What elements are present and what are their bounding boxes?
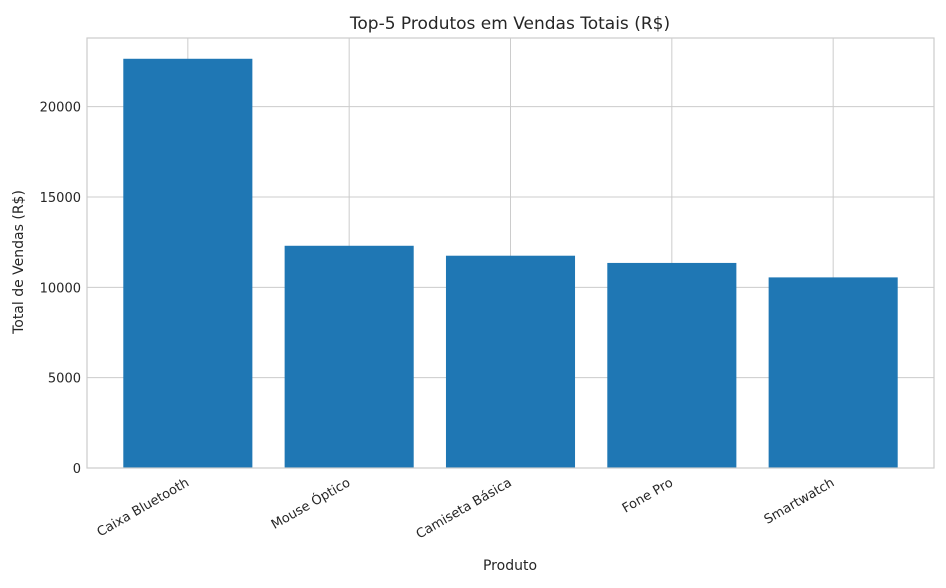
plot-area: 0 5000 10000 15000 20000 Caixa Bluetooth Mouse… [40,37,935,542]
bar-4 [607,262,737,468]
bar-3 [445,255,576,468]
y-tick-label: 0 [73,462,81,477]
bar-2 [284,245,414,468]
x-axis-label: Produto [483,558,537,574]
bar-1 [123,58,253,468]
x-tick-label: Mouse Óptico [268,475,353,533]
y-tick-label: 15000 [40,191,81,206]
y-tick-label: 10000 [40,281,81,296]
x-tick-label: Fone Pro [620,475,676,516]
plot-frame [86,37,935,469]
y-axis-label: Total de Vendas (R$) [11,190,27,335]
x-tick-label: Camiseta Básica [414,475,515,542]
bar-5 [768,277,898,468]
y-tick-label: 20000 [40,101,81,116]
x-tick-label: Smartwatch [762,475,837,527]
y-tick-label: 5000 [48,372,81,387]
chart-title: Top-5 Produtos em Vendas Totais (R$) [349,14,670,34]
x-tick-label: Caixa Bluetooth [95,475,192,540]
